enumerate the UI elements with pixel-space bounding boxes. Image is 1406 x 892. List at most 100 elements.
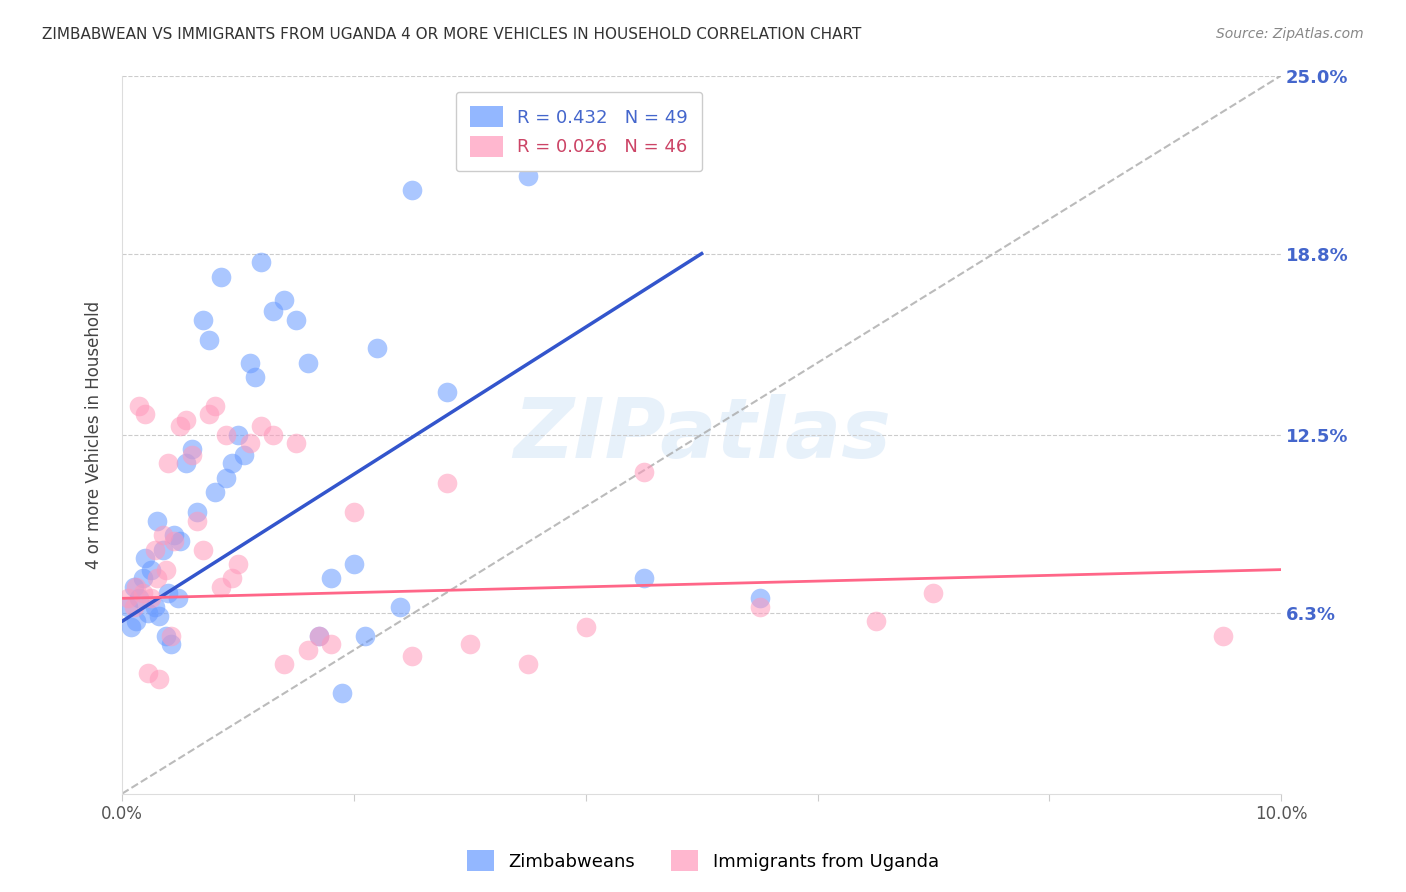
Point: [297, 356, 319, 370]
Point: [186, 505, 208, 519]
Point: [125, 580, 148, 594]
Point: [436, 384, 458, 399]
Text: ZIPatlas: ZIPatlas: [513, 394, 890, 475]
Point: [204, 399, 226, 413]
Point: [117, 599, 139, 614]
Point: [193, 542, 215, 557]
Point: [633, 571, 655, 585]
Legend: Zimbabweans, Immigrants from Uganda: Zimbabweans, Immigrants from Uganda: [460, 843, 946, 879]
Point: [174, 413, 197, 427]
Point: [273, 293, 295, 307]
Point: [308, 629, 330, 643]
Point: [575, 620, 598, 634]
Point: [180, 442, 202, 456]
Point: [132, 571, 155, 585]
Point: [139, 591, 162, 606]
Point: [186, 514, 208, 528]
Point: [354, 629, 377, 643]
Point: [163, 533, 186, 548]
Point: [128, 399, 150, 413]
Point: [343, 557, 366, 571]
Point: [157, 456, 180, 470]
Text: Source: ZipAtlas.com: Source: ZipAtlas.com: [1216, 27, 1364, 41]
Point: [226, 427, 249, 442]
Point: [284, 312, 307, 326]
Point: [136, 666, 159, 681]
Point: [120, 620, 142, 634]
Point: [193, 312, 215, 326]
Point: [221, 456, 243, 470]
Point: [226, 557, 249, 571]
Point: [163, 528, 186, 542]
Text: ZIMBABWEAN VS IMMIGRANTS FROM UGANDA 4 OR MORE VEHICLES IN HOUSEHOLD CORRELATION: ZIMBABWEAN VS IMMIGRANTS FROM UGANDA 4 O…: [42, 27, 862, 42]
Point: [250, 419, 273, 434]
Point: [143, 599, 166, 614]
Point: [389, 599, 412, 614]
Point: [117, 591, 139, 606]
Point: [262, 304, 284, 318]
Point: [136, 606, 159, 620]
Point: [748, 599, 770, 614]
Point: [633, 465, 655, 479]
Point: [238, 356, 260, 370]
Point: [221, 571, 243, 585]
Point: [134, 551, 156, 566]
Point: [125, 615, 148, 629]
Point: [308, 629, 330, 643]
Point: [139, 563, 162, 577]
Point: [148, 608, 170, 623]
Point: [245, 370, 267, 384]
Point: [157, 585, 180, 599]
Point: [436, 476, 458, 491]
Point: [922, 585, 945, 599]
Point: [1212, 629, 1234, 643]
Point: [166, 591, 188, 606]
Point: [204, 485, 226, 500]
Legend: R = 0.432   N = 49, R = 0.026   N = 46: R = 0.432 N = 49, R = 0.026 N = 46: [456, 92, 702, 171]
Point: [865, 615, 887, 629]
Point: [132, 585, 155, 599]
Point: [152, 528, 174, 542]
Point: [146, 571, 169, 585]
Point: [146, 514, 169, 528]
Point: [122, 580, 145, 594]
Point: [319, 571, 342, 585]
Point: [215, 427, 238, 442]
Point: [198, 408, 221, 422]
Point: [262, 427, 284, 442]
Point: [319, 637, 342, 651]
Point: [516, 657, 538, 672]
Point: [155, 563, 177, 577]
Point: [366, 342, 388, 356]
Point: [458, 637, 481, 651]
Point: [209, 580, 232, 594]
Y-axis label: 4 or more Vehicles in Household: 4 or more Vehicles in Household: [86, 301, 103, 569]
Point: [169, 419, 191, 434]
Point: [343, 505, 366, 519]
Point: [209, 269, 232, 284]
Point: [134, 408, 156, 422]
Point: [159, 629, 181, 643]
Point: [143, 542, 166, 557]
Point: [122, 599, 145, 614]
Point: [516, 169, 538, 183]
Point: [155, 629, 177, 643]
Point: [401, 183, 423, 197]
Point: [198, 333, 221, 347]
Point: [297, 643, 319, 657]
Point: [215, 471, 238, 485]
Point: [174, 456, 197, 470]
Point: [238, 436, 260, 450]
Point: [273, 657, 295, 672]
Point: [250, 255, 273, 269]
Point: [330, 686, 353, 700]
Point: [159, 637, 181, 651]
Point: [284, 436, 307, 450]
Point: [748, 591, 770, 606]
Point: [401, 648, 423, 663]
Point: [232, 448, 254, 462]
Point: [128, 591, 150, 606]
Point: [152, 542, 174, 557]
Point: [180, 448, 202, 462]
Point: [148, 672, 170, 686]
